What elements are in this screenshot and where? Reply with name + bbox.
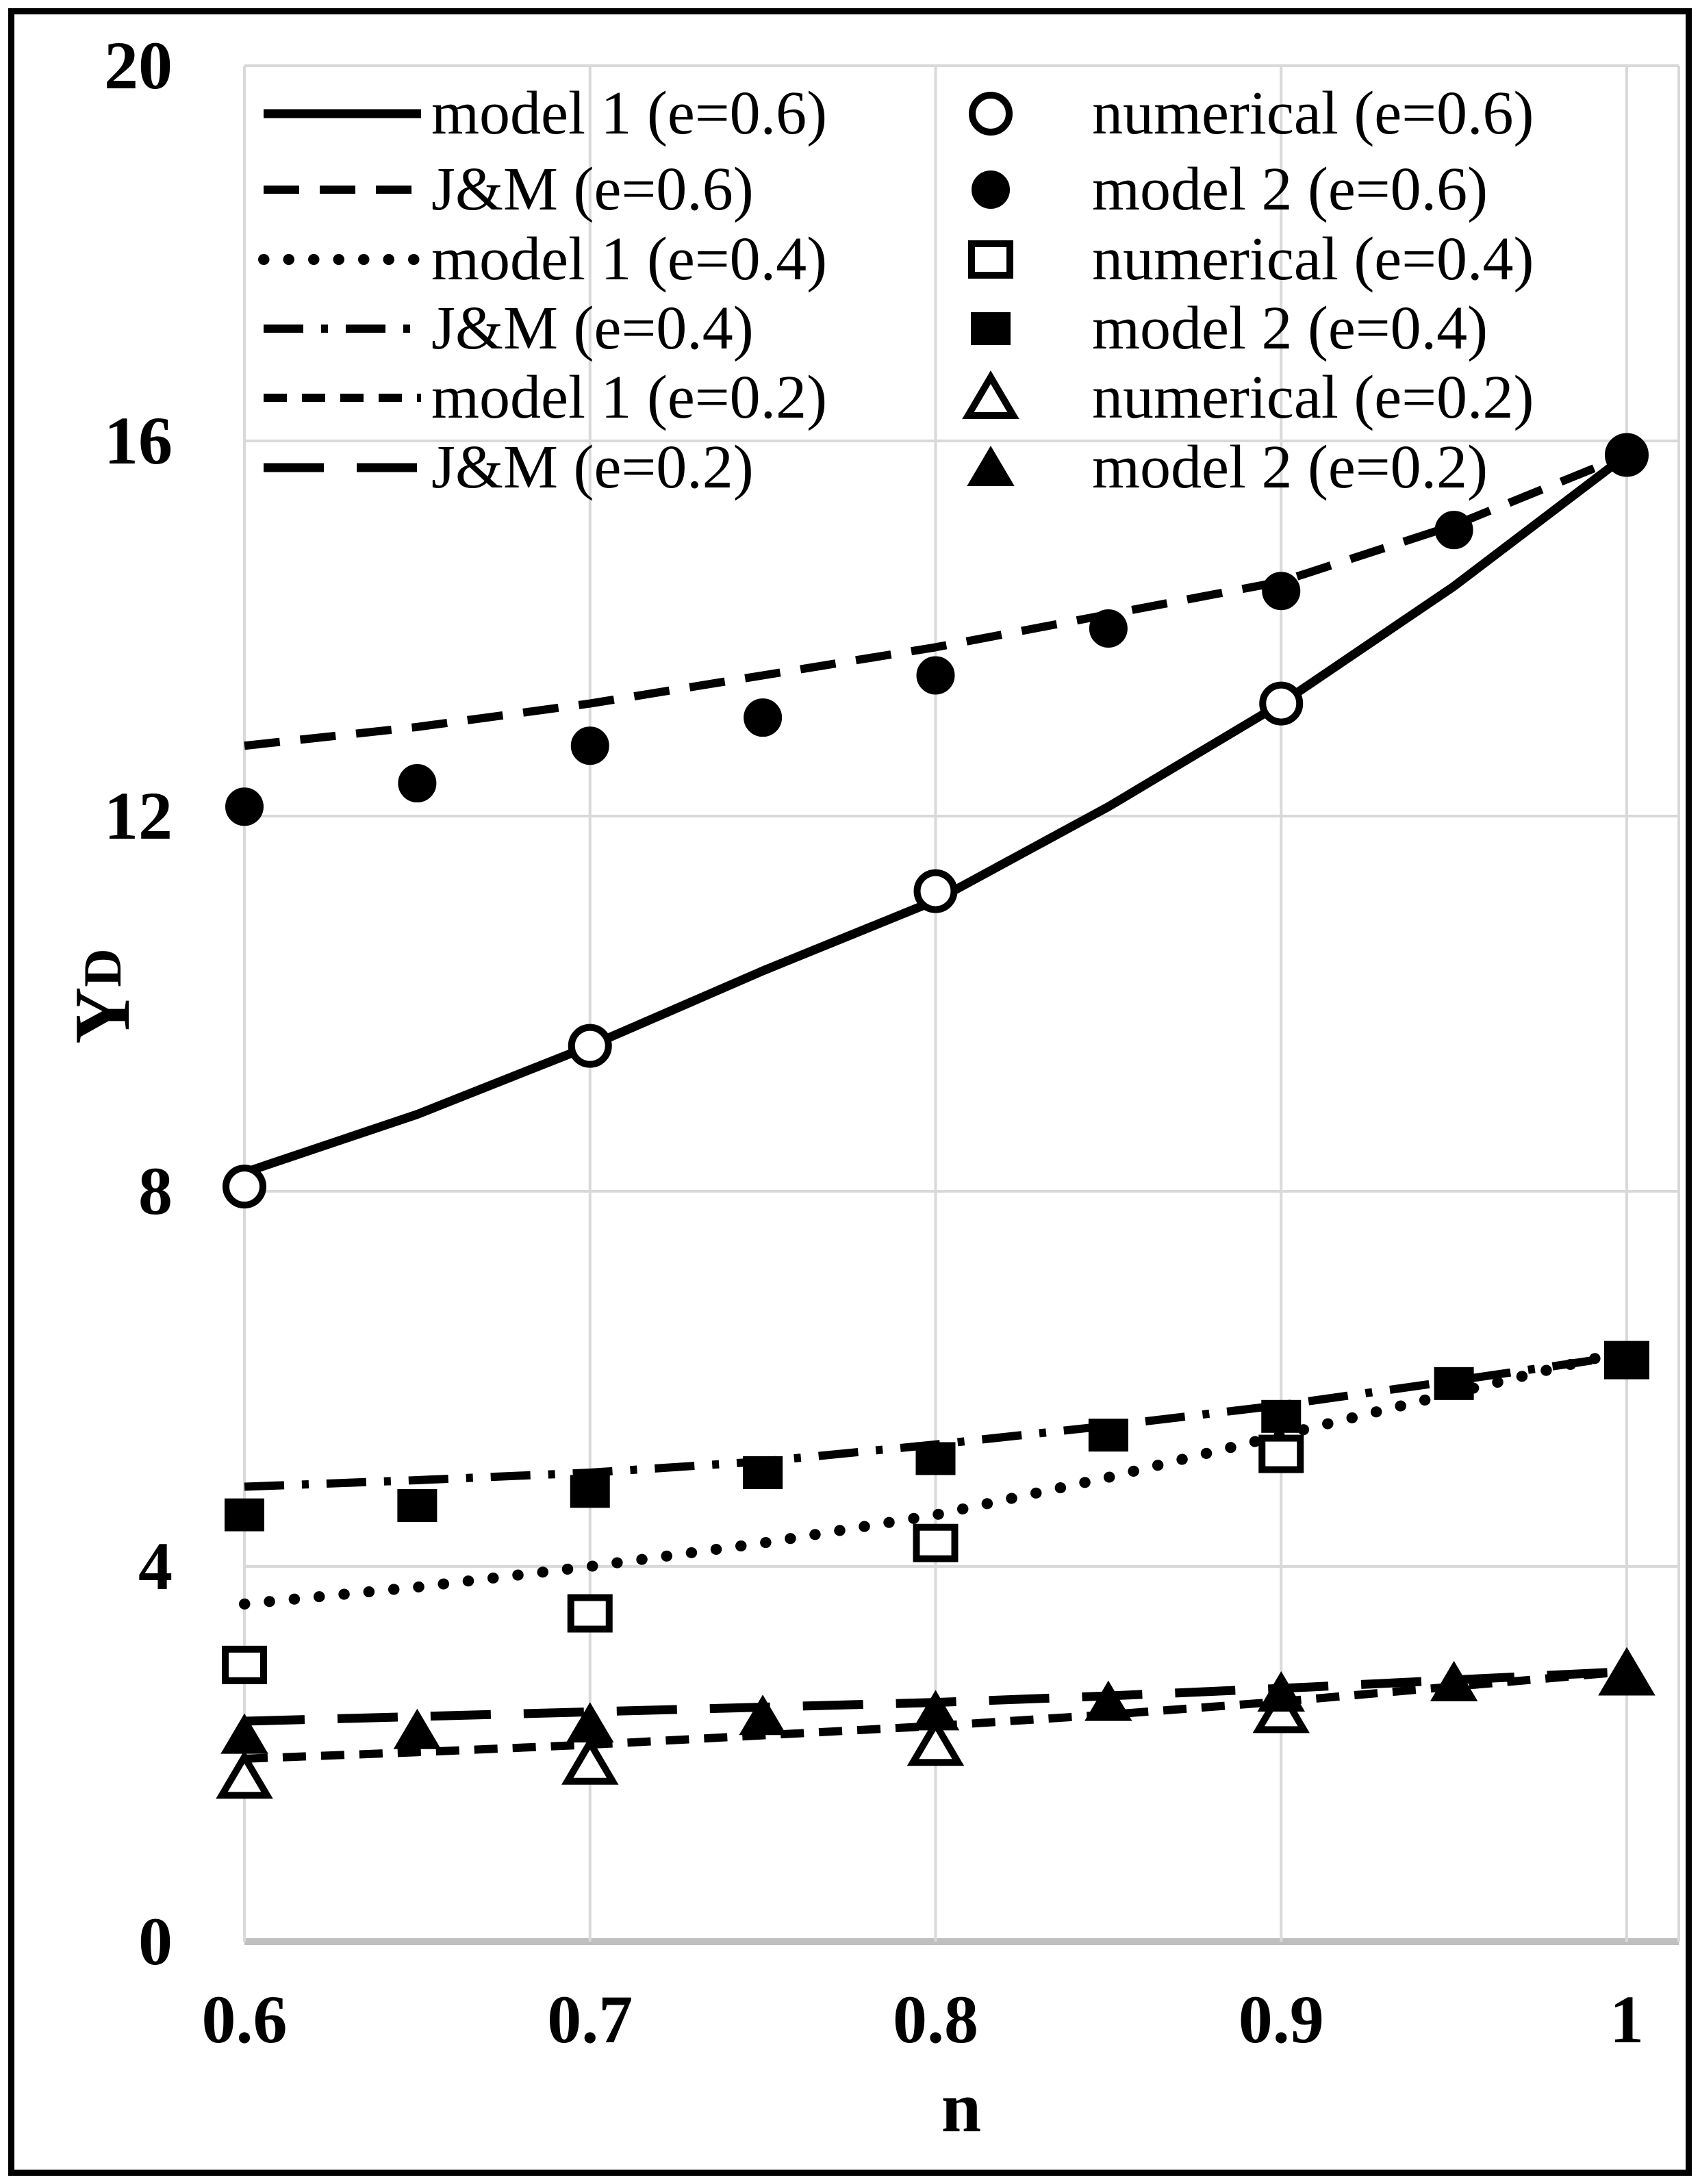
series-markers bbox=[216, 433, 1655, 1799]
marker-numerical-e04 bbox=[222, 1645, 267, 1684]
marker-model2-e04 bbox=[570, 1475, 610, 1508]
legend-marker-model2-e04 bbox=[971, 312, 1011, 345]
marker-numerical-e06 bbox=[568, 1024, 612, 1068]
legend-item-label-jm-e04: J&M (e=0.4) bbox=[431, 294, 754, 362]
legend-samples bbox=[258, 92, 1019, 486]
marker-model2-e02 bbox=[393, 1708, 442, 1749]
marker-numerical-e02 bbox=[216, 1750, 273, 1799]
y-tick-label-8: 8 bbox=[138, 1153, 173, 1229]
marker-model2-e06 bbox=[916, 656, 955, 695]
marker-numerical-e06 bbox=[1259, 681, 1304, 726]
y-tick-label-12: 12 bbox=[104, 778, 173, 854]
legend-item-label-model1-e04: model 1 (e=0.4) bbox=[431, 225, 828, 293]
marker-model2-e02 bbox=[566, 1702, 614, 1743]
marker-numerical-e06 bbox=[913, 869, 958, 913]
legend-item-label-jm-e02: J&M (e=0.2) bbox=[431, 433, 754, 501]
y-axis-title-base: Y bbox=[59, 987, 146, 1044]
legend-item-label-numerical-e06: numerical (e=0.6) bbox=[1092, 79, 1534, 147]
legend-item-label-numerical-e02: numerical (e=0.2) bbox=[1092, 364, 1534, 431]
marker-model2-e04 bbox=[1434, 1367, 1474, 1400]
gridlines bbox=[243, 64, 1680, 1945]
legend-marker-model2-e06 bbox=[972, 170, 1010, 209]
marker-model2-e04 bbox=[1088, 1419, 1128, 1452]
legend-item-label-model2-e04: model 2 (e=0.4) bbox=[1092, 294, 1488, 362]
marker-model2-e06 bbox=[398, 764, 437, 803]
x-tick-label-1: 1 bbox=[1610, 1981, 1644, 2057]
legend-item-label-model1-e02: model 1 (e=0.2) bbox=[431, 364, 828, 431]
marker-model2-e02 bbox=[739, 1694, 787, 1736]
y-tick-label-16: 16 bbox=[104, 403, 173, 479]
y-tick-label-20: 20 bbox=[104, 27, 173, 103]
marker-model2-e04 bbox=[225, 1498, 264, 1532]
legend-marker-numerical-e04 bbox=[968, 240, 1013, 279]
series-line-jm-e06 bbox=[244, 450, 1629, 750]
marker-model2-e02 bbox=[1084, 1680, 1132, 1721]
marker-model2-e02 bbox=[1257, 1671, 1305, 1712]
marker-model2-e04 bbox=[915, 1442, 956, 1475]
marker-model2-e06 bbox=[570, 726, 609, 765]
series-line-model1-e04 bbox=[239, 1345, 1632, 1610]
marker-model2-e04 bbox=[1607, 1343, 1647, 1377]
marker-model2-e06 bbox=[225, 787, 264, 826]
marker-model2-e06 bbox=[1608, 435, 1646, 474]
marker-model2-e06 bbox=[744, 698, 783, 737]
marker-model2-e06 bbox=[1434, 511, 1473, 550]
x-tick-label-0.7: 0.7 bbox=[547, 1981, 633, 2057]
marker-numerical-e02 bbox=[561, 1736, 619, 1785]
legend-item-label-model2-e02: model 2 (e=0.2) bbox=[1092, 433, 1488, 501]
legend-marker-model2-e02 bbox=[967, 446, 1015, 486]
marker-model2-e02 bbox=[220, 1713, 268, 1754]
marker-model2-e06 bbox=[1089, 609, 1128, 648]
marker-model2-e02 bbox=[1430, 1660, 1478, 1701]
legend-marker-numerical-e06 bbox=[969, 92, 1013, 136]
x-tick-label-0.9: 0.9 bbox=[1238, 1981, 1324, 2057]
marker-model2-e04 bbox=[1261, 1399, 1302, 1433]
marker-numerical-e04 bbox=[913, 1523, 959, 1562]
marker-model2-e02 bbox=[1603, 1652, 1651, 1693]
y-tick-label-0: 0 bbox=[138, 1903, 173, 1979]
legend-item-label-model1-e06: model 1 (e=0.6) bbox=[431, 79, 828, 147]
marker-numerical-e04 bbox=[567, 1594, 613, 1633]
x-tick-label-0.6: 0.6 bbox=[201, 1981, 288, 2057]
marker-numerical-e06 bbox=[223, 1165, 266, 1209]
marker-numerical-e04 bbox=[1258, 1434, 1304, 1473]
marker-model2-e06 bbox=[1262, 572, 1301, 611]
marker-model2-e02 bbox=[911, 1690, 960, 1731]
y-tick-label-4: 4 bbox=[138, 1528, 173, 1604]
marker-model2-e04 bbox=[397, 1488, 437, 1522]
x-axis-title: n bbox=[941, 2067, 982, 2147]
y-axis-title-subscript: D bbox=[73, 948, 132, 987]
x-tick-label-0.8: 0.8 bbox=[893, 1981, 978, 2057]
marker-model2-e04 bbox=[743, 1456, 783, 1489]
legend-item-label-jm-e06: J&M (e=0.6) bbox=[431, 155, 754, 223]
marker-numerical-e02 bbox=[906, 1717, 965, 1766]
legend-item-label-numerical-e04: numerical (e=0.4) bbox=[1092, 225, 1534, 293]
legend-marker-numerical-e02 bbox=[962, 370, 1019, 419]
legend-item-label-model2-e06: model 2 (e=0.6) bbox=[1092, 155, 1488, 223]
